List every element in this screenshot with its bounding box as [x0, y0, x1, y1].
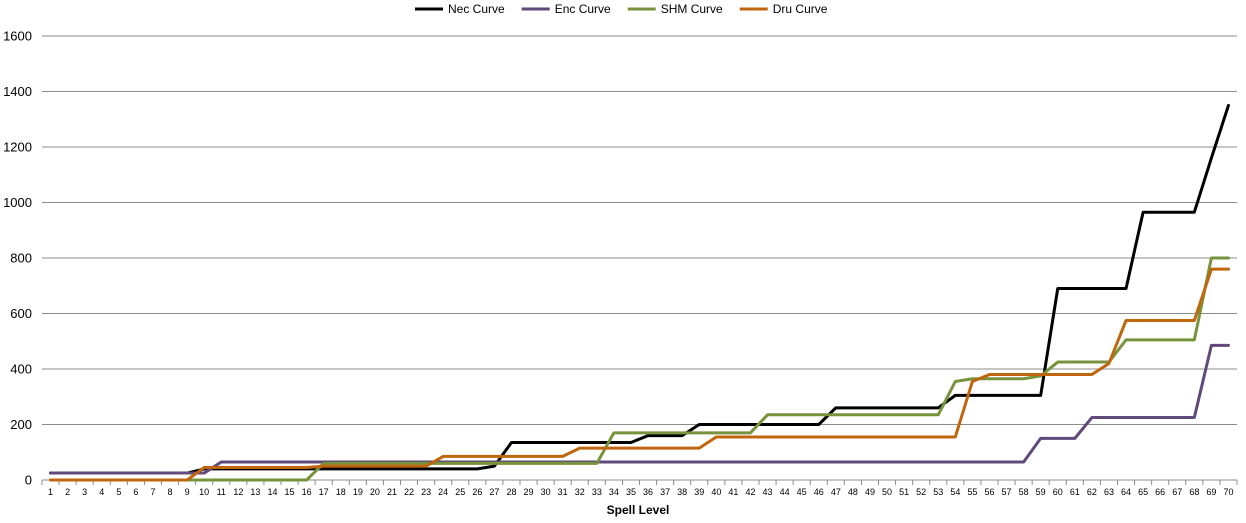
x-tick-label: 33: [592, 487, 602, 497]
y-tick-label: 1400: [3, 84, 32, 99]
legend-item: SHM Curve: [627, 2, 723, 16]
x-tick-label: 56: [984, 487, 994, 497]
x-tick-label: 25: [455, 487, 465, 497]
x-tick-label: 39: [694, 487, 704, 497]
x-tick-label: 22: [404, 487, 414, 497]
x-tick-label: 19: [353, 487, 363, 497]
x-tick-label: 2: [65, 487, 70, 497]
x-tick-label: 9: [185, 487, 190, 497]
y-tick-label: 0: [25, 473, 32, 488]
x-tick-label: 31: [558, 487, 568, 497]
x-tick-label: 35: [626, 487, 636, 497]
x-tick-label: 49: [865, 487, 875, 497]
legend-label: Enc Curve: [555, 2, 611, 16]
legend-label: Nec Curve: [448, 2, 505, 16]
legend-label: Dru Curve: [773, 2, 828, 16]
legend-item: Dru Curve: [739, 2, 828, 16]
x-tick-label: 53: [933, 487, 943, 497]
legend-item: Enc Curve: [521, 2, 611, 16]
x-tick-label: 50: [882, 487, 892, 497]
x-tick-label: 17: [319, 487, 329, 497]
x-tick-label: 54: [950, 487, 960, 497]
x-tick-label: 38: [677, 487, 687, 497]
x-tick-label: 48: [848, 487, 858, 497]
x-tick-label: 63: [1104, 487, 1114, 497]
x-tick-label: 59: [1036, 487, 1046, 497]
x-tick-label: 15: [285, 487, 295, 497]
x-tick-label: 45: [797, 487, 807, 497]
x-tick-label: 12: [233, 487, 243, 497]
x-tick-label: 13: [250, 487, 260, 497]
x-tick-label: 16: [302, 487, 312, 497]
y-tick-label: 400: [10, 362, 32, 377]
x-tick-label: 61: [1070, 487, 1080, 497]
x-tick-label: 42: [745, 487, 755, 497]
y-tick-label: 200: [10, 417, 32, 432]
x-tick-label: 6: [133, 487, 138, 497]
x-tick-label: 37: [660, 487, 670, 497]
x-tick-label: 26: [472, 487, 482, 497]
x-tick-label: 20: [370, 487, 380, 497]
x-tick-label: 52: [916, 487, 926, 497]
legend: Nec Curve Enc Curve SHM Curve Dru Curve: [415, 2, 828, 16]
x-tick-label: 64: [1121, 487, 1131, 497]
x-tick-label: 43: [763, 487, 773, 497]
y-tick-label: 600: [10, 306, 32, 321]
x-tick-label: 7: [150, 487, 155, 497]
x-tick-label: 27: [489, 487, 499, 497]
x-tick-label: 3: [82, 487, 87, 497]
x-tick-label: 60: [1053, 487, 1063, 497]
x-tick-label: 28: [506, 487, 516, 497]
x-tick-label: 36: [643, 487, 653, 497]
x-tick-label: 46: [814, 487, 824, 497]
x-tick-label: 23: [421, 487, 431, 497]
series-line-dru-curve: [49, 267, 1230, 482]
x-tick-label: 65: [1138, 487, 1148, 497]
x-tick-label: 67: [1172, 487, 1182, 497]
y-tick-label: 800: [10, 251, 32, 266]
x-tick-label: 18: [336, 487, 346, 497]
x-tick-label: 21: [387, 487, 397, 497]
x-tick-label: 8: [168, 487, 173, 497]
x-tick-label: 5: [116, 487, 121, 497]
series-line-nec-curve: [49, 103, 1230, 475]
gridlines: [42, 35, 1237, 425]
x-tick-label: 62: [1087, 487, 1097, 497]
x-tick-label: 40: [711, 487, 721, 497]
x-tick-label: 66: [1155, 487, 1165, 497]
y-tick-label: 1200: [3, 140, 32, 155]
x-tick-label: 4: [99, 487, 104, 497]
x-tick-label: 29: [524, 487, 534, 497]
series-line-shm-curve: [49, 256, 1230, 482]
x-tick-label: 57: [1002, 487, 1012, 497]
x-tick-label: 70: [1223, 487, 1233, 497]
x-tick-label: 10: [199, 487, 209, 497]
x-tick-label: 55: [967, 487, 977, 497]
x-axis-title: Spell Level: [607, 503, 670, 517]
x-tick-label: 24: [438, 487, 448, 497]
x-tick-label: 68: [1189, 487, 1199, 497]
x-tick-label: 58: [1019, 487, 1029, 497]
x-tick-label: 14: [267, 487, 277, 497]
x-tick-label: 69: [1206, 487, 1216, 497]
x-tick-label: 51: [899, 487, 909, 497]
series-lines: [49, 103, 1230, 482]
y-axis-tick-labels: 0 200 400 600 800 1000 1200 1400 1600: [3, 29, 32, 488]
legend-label: SHM Curve: [661, 2, 723, 16]
x-tick-label: 32: [575, 487, 585, 497]
x-tick-label: 41: [728, 487, 738, 497]
y-tick-label: 1600: [3, 29, 32, 44]
x-axis: 1 2 3 4 5 6 7 8 9 10 11 12 13 14 15 16 17 18 19 20 21 22 23 24 2…: [41, 479, 1238, 497]
x-tick-label: 44: [780, 487, 790, 497]
y-tick-label: 1000: [3, 195, 32, 210]
x-tick-label: 1: [48, 487, 53, 497]
x-tick-label: 34: [609, 487, 619, 497]
x-tick-label: 30: [541, 487, 551, 497]
x-tick-label: 47: [831, 487, 841, 497]
series-line-enc-curve: [49, 343, 1230, 475]
x-tick-label: 11: [217, 487, 226, 497]
legend-item: Nec Curve: [415, 2, 505, 16]
